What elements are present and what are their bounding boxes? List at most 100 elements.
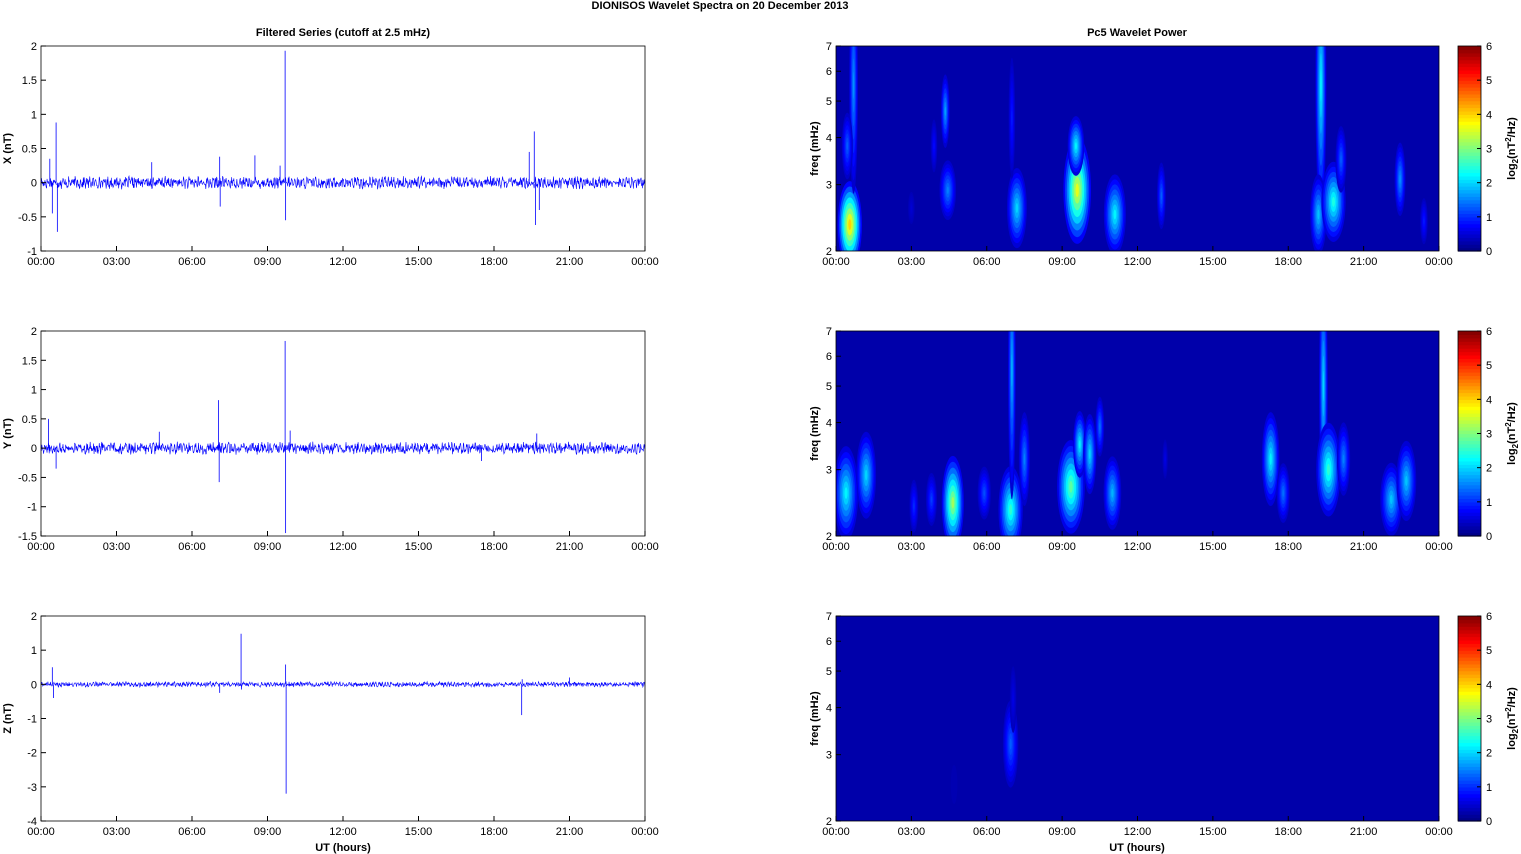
- colorbar-swatch: [1458, 426, 1481, 431]
- power-blob: [1420, 198, 1428, 245]
- colorbar-swatch: [1458, 814, 1481, 819]
- colorbar-swatch: [1458, 725, 1481, 730]
- y-tick-label: 5: [826, 96, 832, 108]
- power-blob: [1103, 174, 1126, 251]
- y-tick-label: -1.5: [18, 531, 37, 543]
- colorbar-swatch: [1458, 172, 1481, 177]
- heatmap-blobs: [836, 331, 1417, 536]
- y-tick-label: -1: [27, 246, 37, 258]
- colorbar-swatch: [1458, 780, 1481, 785]
- colorbar-swatch: [1458, 663, 1481, 668]
- y-tick-label: -4: [27, 816, 37, 828]
- colorbar-swatch: [1458, 409, 1481, 414]
- colorbar-swatch: [1458, 619, 1481, 624]
- x-tick-label: 18:00: [1274, 256, 1302, 268]
- colorbar-swatch: [1458, 416, 1481, 421]
- colorbar-swatch: [1458, 436, 1481, 441]
- colorbar-swatch: [1458, 639, 1481, 644]
- y-axis-label: Y (nT): [2, 418, 14, 449]
- y-tick-label: 5: [826, 666, 832, 678]
- power-blob: [908, 191, 915, 225]
- y-tick-label: 3: [826, 180, 832, 192]
- colorbar-swatch: [1458, 354, 1481, 359]
- colorbar-tick-label: 2: [1486, 178, 1492, 190]
- y-tick-label: 0: [31, 178, 37, 190]
- power-blob-layer: [1320, 69, 1322, 102]
- colorbar-swatch: [1458, 430, 1481, 435]
- colorbar-swatch: [1458, 776, 1481, 781]
- y-tick-label: 1: [31, 385, 37, 397]
- power-blob: [1336, 422, 1351, 496]
- y-tick-label: 0.5: [22, 414, 37, 426]
- power-blob-layer: [1011, 354, 1013, 387]
- colorbar-swatch: [1458, 498, 1481, 503]
- colorbar-swatch: [1458, 368, 1481, 373]
- colorbar-swatch: [1458, 199, 1481, 204]
- power-blob-layer: [953, 782, 955, 787]
- y-axis-label: freq (mHz): [809, 691, 821, 746]
- power-blob-layer: [1282, 489, 1285, 497]
- power-blob-layer: [1078, 440, 1081, 449]
- heatmap-blobs: [837, 46, 1428, 251]
- colorbar-swatch: [1458, 532, 1481, 537]
- colorbar-swatch: [1458, 97, 1481, 102]
- x-tick-label: 00:00: [822, 256, 850, 268]
- colorbar-swatch: [1458, 467, 1481, 472]
- power-blob-layer: [913, 502, 915, 510]
- power-blob: [856, 431, 877, 519]
- y-tick-label: 1.5: [22, 355, 37, 367]
- colorbar-tick-label: 4: [1486, 679, 1492, 691]
- power-blob: [1156, 162, 1166, 230]
- power-blob: [1008, 331, 1016, 500]
- power-blob-layer: [846, 141, 848, 151]
- x-tick-label: 12:00: [1124, 256, 1152, 268]
- y-tick-label: 7: [826, 611, 832, 623]
- power-blob-layer: [844, 487, 848, 499]
- colorbar-swatch: [1458, 745, 1481, 750]
- colorbar-tick-label: 5: [1486, 75, 1492, 87]
- z-series-panel: -4 -3 -2 -1 0 1 2 00:00 03:00 06:00 09:00 12:00 15:0…: [2, 611, 659, 838]
- y-tick-label: 3: [826, 465, 832, 477]
- power-blob: [1006, 167, 1027, 249]
- x-tick-label: 00:00: [27, 541, 55, 553]
- figure-title: DIONISOS Wavelet Spectra on 20 December …: [592, 0, 849, 12]
- colorbar-tick-label: 0: [1486, 246, 1492, 258]
- x-tick-label: 09:00: [254, 826, 282, 838]
- power-blob: [950, 764, 958, 805]
- colorbar-swatch: [1458, 817, 1481, 822]
- y-tick-label: 5: [826, 381, 832, 393]
- power-blob: [1276, 463, 1290, 523]
- colorbar-swatch: [1458, 646, 1481, 651]
- y-axis-label: Z (nT): [2, 703, 14, 734]
- y-tick-label: 4: [826, 133, 832, 145]
- power-blob-layer: [1389, 494, 1393, 505]
- colorbar: 0 1 2 3 4 5 6 log2(nT2/Hz): [1457, 326, 1520, 543]
- power-blob-layer: [1164, 456, 1166, 462]
- power-blob-layer: [1099, 422, 1101, 431]
- colorbar-label: log2(nT2/Hz): [1504, 687, 1520, 750]
- colorbar-swatch: [1458, 793, 1481, 798]
- colorbar-swatch: [1458, 525, 1481, 530]
- y-tick-label: -0.5: [18, 472, 37, 484]
- colorbar-swatch: [1458, 69, 1481, 74]
- x-tick-label: 15:00: [1199, 256, 1227, 268]
- colorbar-swatch: [1458, 337, 1481, 342]
- colorbar-swatch: [1458, 715, 1481, 720]
- colorbar-tick-label: 3: [1486, 714, 1492, 726]
- colorbar-swatch: [1458, 402, 1481, 407]
- colorbar-tick-label: 1: [1486, 497, 1492, 509]
- colorbar-swatch: [1458, 797, 1481, 802]
- power-blob: [836, 446, 859, 536]
- power-blob-layer: [1111, 488, 1114, 498]
- colorbar-swatch: [1458, 49, 1481, 54]
- colorbar-swatch: [1458, 759, 1481, 764]
- colorbar-swatch: [1458, 186, 1481, 191]
- colorbar-swatch: [1458, 474, 1481, 479]
- colorbar-swatch: [1458, 749, 1481, 754]
- power-blob: [1315, 46, 1327, 215]
- colorbar-swatch: [1458, 107, 1481, 112]
- colorbar: 0 1 2 3 4 5 6 log2(nT2/Hz): [1457, 41, 1520, 258]
- power-blob: [939, 160, 957, 221]
- colorbar-swatch: [1458, 213, 1481, 218]
- x-tick-label: 03:00: [898, 826, 926, 838]
